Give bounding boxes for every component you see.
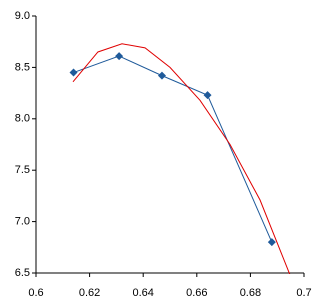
data-point — [115, 52, 124, 61]
y-tick-label: 7.0 — [15, 216, 30, 228]
x-tick-label: 0.68 — [240, 287, 261, 299]
plot-area — [69, 43, 291, 274]
y-tick-label: 6.5 — [15, 267, 30, 279]
y-tick-label: 8.0 — [15, 113, 30, 125]
data-point — [267, 238, 276, 247]
x-tick-label: 0.7 — [296, 287, 311, 299]
x-tick-label: 0.66 — [186, 287, 207, 299]
x-tick-label: 0.62 — [79, 287, 100, 299]
data-point — [157, 71, 166, 80]
series-line — [72, 43, 291, 274]
x-tick-label: 0.6 — [28, 287, 43, 299]
x-tick-label: 0.64 — [132, 287, 153, 299]
data-point — [203, 91, 212, 100]
y-tick-label: 7.5 — [15, 164, 30, 176]
y-tick-label: 8.5 — [15, 61, 30, 73]
series-line — [73, 55, 273, 243]
data-point — [69, 68, 78, 77]
y-tick-label: 9.0 — [15, 10, 30, 22]
